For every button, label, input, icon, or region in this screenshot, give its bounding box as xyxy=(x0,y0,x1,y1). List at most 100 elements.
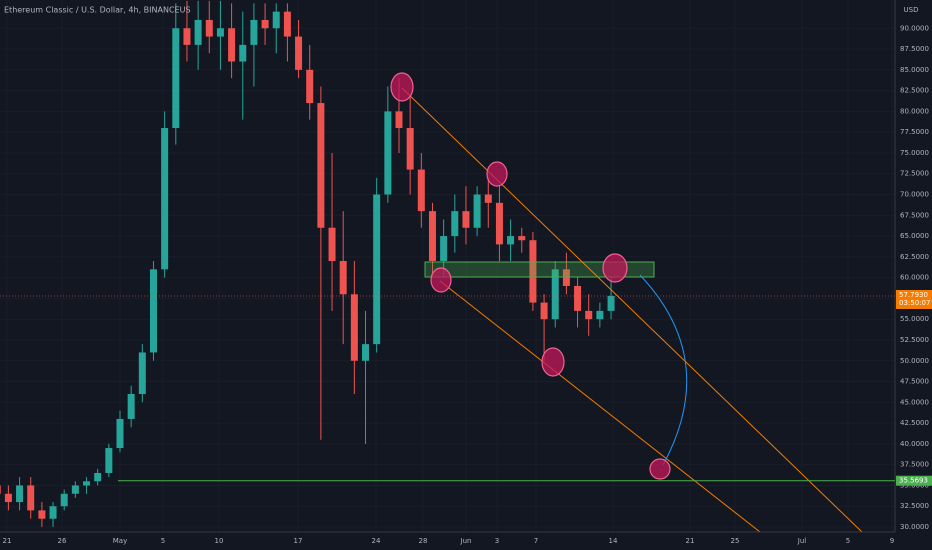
candle-body xyxy=(428,211,436,262)
candle-body xyxy=(384,111,392,195)
y-tick-label: 32.5000 xyxy=(900,502,929,510)
candle-body xyxy=(250,19,258,45)
candle-body xyxy=(518,236,526,241)
candle-body xyxy=(551,269,559,320)
x-tick-label: 9 xyxy=(890,537,894,545)
x-tick-label: 7 xyxy=(534,537,538,545)
candle-body xyxy=(283,11,291,37)
candle-body xyxy=(261,19,269,29)
marker xyxy=(430,267,452,293)
candle-body xyxy=(540,302,548,320)
x-tick-label: Jun xyxy=(460,537,472,545)
support-price-box xyxy=(896,475,932,486)
y-tick-label: 47.5000 xyxy=(900,378,929,386)
x-tick-label: Jul xyxy=(797,537,807,545)
y-tick-label: 85.0000 xyxy=(900,66,929,74)
candle-body xyxy=(105,448,113,473)
marker xyxy=(390,72,414,102)
candle-body xyxy=(417,169,425,212)
channel-upper xyxy=(401,87,863,533)
candle-body xyxy=(0,485,1,494)
chart-title: Ethereum Classic / U.S. Dollar, 4h, BINA… xyxy=(4,6,191,15)
candle-body xyxy=(149,269,157,353)
candle-body xyxy=(295,36,303,70)
y-tick-label: 52.5000 xyxy=(900,336,929,344)
candle-body xyxy=(395,111,403,129)
y-tick-label: 60.0000 xyxy=(900,274,929,282)
candle-body xyxy=(183,28,191,45)
x-tick-label: 17 xyxy=(294,537,303,545)
candle-body xyxy=(127,394,135,419)
candle-body xyxy=(172,28,180,129)
y-tick-label: 42.5000 xyxy=(900,419,929,427)
candle-body xyxy=(228,28,236,62)
last-price-box xyxy=(896,289,932,309)
grid xyxy=(0,0,895,532)
candle-body xyxy=(462,211,470,228)
marker xyxy=(486,161,508,187)
y-tick-label: 67.5000 xyxy=(900,211,929,219)
y-tick-label: 77.5000 xyxy=(900,128,929,136)
candle-body xyxy=(350,294,358,361)
x-tick-label: 24 xyxy=(372,537,381,545)
candles xyxy=(0,0,615,528)
x-tick-label: 3 xyxy=(495,537,499,545)
y-tick-label: 70.0000 xyxy=(900,191,929,199)
resistance-zone xyxy=(424,261,655,278)
price-axis xyxy=(895,0,932,550)
y-tick-label: 55.0000 xyxy=(900,315,929,323)
candle-body xyxy=(239,44,247,62)
y-tick-label: 50.0000 xyxy=(900,357,929,365)
y-tick-label: 90.0000 xyxy=(900,24,929,32)
candle-body xyxy=(362,344,370,361)
drawings xyxy=(390,72,863,533)
candle-body xyxy=(83,481,91,486)
candle-body xyxy=(596,310,604,320)
y-tick-label: 75.0000 xyxy=(900,149,929,157)
candle-body xyxy=(574,285,582,311)
candle-body xyxy=(205,19,213,37)
candle-body xyxy=(473,194,481,228)
x-tick-label: 21 xyxy=(3,537,12,545)
channel-lower xyxy=(439,280,761,533)
y-tick-label: 62.5000 xyxy=(900,253,929,261)
candle-body xyxy=(529,240,537,303)
y-tick-label: 82.5000 xyxy=(900,87,929,95)
y-tick-label: 45.0000 xyxy=(900,398,929,406)
candle-body xyxy=(138,352,146,395)
candle-body xyxy=(116,418,124,449)
y-tick-label: 72.5000 xyxy=(900,170,929,178)
candle-body xyxy=(328,227,336,262)
candle-body xyxy=(4,493,12,503)
support-price-label: 35.5693 xyxy=(899,477,928,485)
candle-body xyxy=(585,310,593,320)
x-tick-label: 14 xyxy=(609,537,618,545)
marker xyxy=(649,458,671,480)
currency-label: USD xyxy=(904,6,919,14)
x-tick-label: 25 xyxy=(731,537,740,545)
candle-body xyxy=(94,472,102,482)
candle-body xyxy=(484,194,492,203)
candle-body xyxy=(507,236,515,245)
candle-body xyxy=(373,194,381,345)
markers xyxy=(390,72,671,480)
y-tick-label: 30.0000 xyxy=(900,523,929,531)
candle-body xyxy=(194,19,202,45)
candle-body xyxy=(317,103,325,228)
x-tick-label: May xyxy=(113,537,127,545)
y-tick-label: 87.5000 xyxy=(900,45,929,53)
candle-body xyxy=(607,295,615,311)
candle-body xyxy=(38,510,46,519)
candle-body xyxy=(451,211,459,237)
candle-body xyxy=(71,485,79,494)
candle-body xyxy=(272,11,280,29)
candle-body xyxy=(562,269,570,286)
candle-body xyxy=(16,485,24,503)
candle-body xyxy=(495,202,503,245)
candle-body xyxy=(339,261,347,295)
marker xyxy=(541,347,565,377)
y-tick-label: 37.5000 xyxy=(900,461,929,469)
candle-body xyxy=(216,28,224,37)
